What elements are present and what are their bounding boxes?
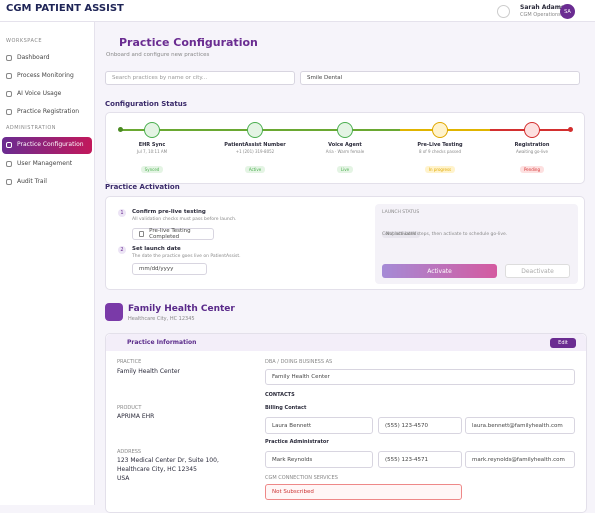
step-node	[432, 122, 448, 138]
checkbox[interactable]: Pre-live Testing Completed	[132, 228, 214, 240]
step-badge: Pending	[482, 156, 582, 175]
step-node	[144, 122, 160, 138]
step-badge: Active	[205, 156, 305, 175]
nav-item[interactable]: User Management	[6, 160, 72, 167]
address-line: USA	[117, 475, 130, 482]
step-detail: Jul 7, 10:11 AM	[136, 149, 168, 154]
step-badge: In progress	[390, 156, 490, 175]
step-detail: +1 (201) 319-8052	[235, 149, 275, 154]
deactivate-button[interactable]: Deactivate	[505, 264, 570, 278]
practice-icon	[105, 303, 123, 321]
nav-item[interactable]: Audit Trail	[6, 178, 47, 185]
dba-input[interactable]: Family Health Center	[265, 369, 575, 385]
services-select[interactable]: Not Subscribed	[265, 484, 462, 500]
section-title: ADMINISTRATION	[6, 125, 57, 131]
contact-role: Billing Contact	[265, 405, 307, 411]
contacts-label: CONTACTS	[265, 392, 295, 398]
nav-item[interactable]: Practice Registration	[6, 108, 79, 115]
contact-phone[interactable]: (555) 123-4571	[378, 451, 462, 468]
search-input[interactable]: Search practices by name or city...	[105, 71, 295, 85]
practice-location: Healthcare City, HC 12345	[128, 316, 195, 322]
step-node	[247, 122, 263, 138]
step-title: Set launch date	[132, 246, 181, 252]
nav-item[interactable]: Practice Configuration	[6, 141, 84, 148]
step-detail: Awaiting go-live	[516, 149, 548, 154]
practice-select[interactable]: Smile Dental	[300, 71, 580, 85]
timeline-end	[568, 127, 573, 132]
step-number: 1	[118, 209, 126, 217]
nav-item[interactable]: Process Monitoring	[6, 72, 74, 79]
notifications[interactable]	[497, 5, 510, 18]
contact-email[interactable]: mark.reynolds@familyhealth.com	[465, 451, 575, 468]
section-title: Configuration Status	[105, 100, 187, 108]
field-label: CGM CONNECTION SERVICES	[265, 475, 338, 481]
step-name: EHR Sync	[138, 142, 166, 148]
step-detail: 8 of 9 checks passed	[419, 149, 461, 154]
step-hint: All validation checks must pass before l…	[132, 217, 237, 222]
step-name: Pre-Live Testing	[417, 142, 463, 148]
step-node	[524, 122, 540, 138]
field-label: PRODUCT	[117, 405, 142, 411]
field-label: DBA / DOING BUSINESS AS	[265, 359, 333, 365]
page-subtitle: Onboard and configure new practices	[106, 52, 210, 58]
page-title: Practice Configuration	[119, 36, 258, 49]
user-role: CGM Operations	[520, 12, 561, 18]
active-nav-bg	[2, 137, 92, 154]
contact-email[interactable]: laura.bennett@familyhealth.com	[465, 417, 575, 434]
contact-name[interactable]: Mark Reynolds	[265, 451, 373, 468]
step-title: Confirm pre-live testing	[132, 209, 206, 215]
field-label: ADDRESS	[117, 449, 142, 455]
field-value: Family Health Center	[117, 368, 181, 375]
step-badge: Live	[295, 156, 395, 175]
nav-item[interactable]: Dashboard	[6, 54, 50, 61]
practice-name: Family Health Center	[128, 304, 235, 314]
step-detail: Aria · Warm female	[325, 149, 365, 154]
step-number: 2	[118, 246, 126, 254]
step-hint: The date the practice goes live on Patie…	[132, 254, 241, 259]
address-line: Healthcare City, HC 12345	[117, 466, 197, 473]
nav-item[interactable]: AI Voice Usage	[6, 90, 61, 97]
user-name: Sarah Adams	[520, 4, 565, 11]
date-input[interactable]: mm/dd/yyyy	[132, 263, 207, 275]
avatar[interactable]: SA	[560, 4, 575, 19]
step-name: PatientAssist Number	[224, 142, 286, 148]
contact-phone[interactable]: (555) 123-4570	[378, 417, 462, 434]
step-name: Voice Agent	[328, 142, 362, 148]
logo[interactable]: CGM PATIENT ASSIST	[6, 3, 124, 14]
address-line: 123 Medical Center Dr, Suite 100,	[117, 457, 219, 464]
launch-label: LAUNCH STATUS	[382, 210, 420, 215]
step-badge: Synced	[102, 156, 202, 175]
timeline-end	[118, 127, 123, 132]
section-title: Practice Activation	[105, 183, 180, 191]
step-name: Registration	[514, 142, 550, 148]
sidebar	[0, 22, 95, 505]
field-value: APRIMA EHR	[117, 413, 155, 420]
contact-role: Practice Administrator	[265, 439, 329, 445]
field-label: PRACTICE	[117, 359, 142, 365]
activate-button[interactable]: Activate	[382, 264, 497, 278]
step-node	[337, 122, 353, 138]
edit-button[interactable]: Edit	[550, 338, 576, 348]
launch-badge: Not activated	[382, 220, 421, 239]
header	[0, 0, 595, 22]
section-title: WORKSPACE	[6, 38, 42, 44]
info-title: Practice Information	[127, 339, 197, 346]
info-header	[106, 334, 586, 351]
launch-text: Complete both steps, then activate to sc…	[382, 232, 508, 237]
contact-name[interactable]: Laura Bennett	[265, 417, 373, 434]
